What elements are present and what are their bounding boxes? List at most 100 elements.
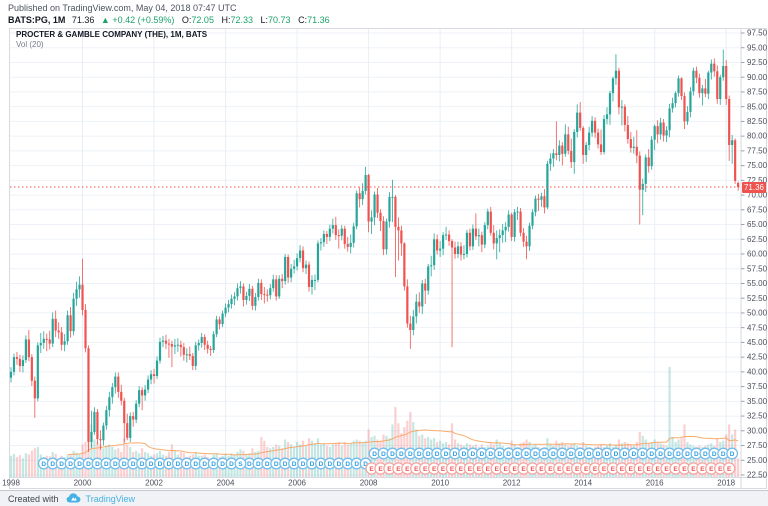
svg-text:75.00: 75.00 (747, 161, 768, 170)
close-value: 71.36 (307, 15, 330, 25)
svg-text:55.00: 55.00 (747, 279, 768, 288)
svg-text:80.00: 80.00 (747, 132, 768, 141)
svg-text:D: D (462, 451, 467, 458)
svg-text:D: D (149, 461, 154, 468)
published-timestamp: Published on TradingView.com, May 04, 20… (8, 3, 237, 13)
svg-text:D: D (184, 461, 189, 468)
svg-text:30.00: 30.00 (747, 426, 768, 435)
svg-text:37.50: 37.50 (747, 382, 768, 391)
footer-bar: Created with TradingView (0, 490, 768, 506)
svg-text:40.00: 40.00 (747, 367, 768, 376)
svg-text:D: D (408, 451, 413, 458)
up-arrow-icon: ▲ (100, 15, 110, 25)
svg-text:97.50: 97.50 (747, 29, 768, 38)
svg-text:47.50: 47.50 (747, 323, 768, 332)
svg-text:E: E (423, 466, 428, 473)
time-axis: 1998 2000 2002 2004 2006 2008 2010 2012 2014 2016… (2, 479, 736, 488)
svg-text:95.00: 95.00 (747, 43, 768, 52)
svg-text:D: D (569, 451, 574, 458)
svg-text:D: D (551, 451, 556, 458)
svg-text:E: E (709, 466, 714, 473)
svg-text:D: D (122, 461, 127, 468)
svg-text:E: E (682, 466, 687, 473)
svg-text:D: D (354, 461, 359, 468)
price-axis: 97.50 95.00 92.50 90.00 87.50 85.00 82.50 80.00… (741, 29, 768, 480)
svg-text:2012: 2012 (503, 479, 521, 488)
svg-text:E: E (655, 466, 660, 473)
svg-text:E: E (405, 466, 410, 473)
svg-text:D: D (605, 451, 610, 458)
svg-text:E: E (396, 466, 401, 473)
high-label: H: (221, 15, 231, 25)
svg-text:E: E (575, 466, 580, 473)
svg-text:2008: 2008 (360, 479, 378, 488)
open-value: 72.05 (191, 15, 214, 25)
svg-text:32.50: 32.50 (747, 412, 768, 421)
svg-text:2000: 2000 (74, 479, 92, 488)
svg-text:E: E (638, 466, 643, 473)
svg-text:D: D (158, 461, 163, 468)
svg-text:E: E (414, 466, 419, 473)
tradingview-brand-link[interactable]: TradingView (85, 493, 136, 504)
svg-text:60.00: 60.00 (747, 250, 768, 259)
svg-text:D: D (524, 451, 529, 458)
svg-text:1998: 1998 (2, 479, 20, 488)
symbol-name: BATS:PG, 1M (8, 15, 66, 25)
legend-symbol-title: PROCTER & GAMBLE COMPANY (THE), 1M, BATS (16, 30, 208, 39)
svg-text:E: E (378, 466, 383, 473)
svg-text:E: E (459, 466, 464, 473)
svg-text:2002: 2002 (145, 479, 163, 488)
event-markers-layer: D D D D D D D D D D D D D D D D D D D D D D D D D D D D D D D D D D D DD D D D… (37, 447, 739, 475)
close-label: C: (298, 15, 308, 25)
low-label: L: (260, 15, 269, 25)
svg-text:D: D (381, 451, 386, 458)
svg-text:D: D (167, 461, 172, 468)
svg-text:D: D (444, 451, 449, 458)
earnings-marker (722, 462, 736, 475)
svg-text:2014: 2014 (574, 479, 592, 488)
svg-text:E: E (584, 466, 589, 473)
svg-text:D: D (247, 461, 252, 468)
svg-text:E: E (727, 466, 732, 473)
svg-text:D: D (176, 461, 181, 468)
svg-text:E: E (504, 466, 509, 473)
svg-text:E: E (673, 466, 678, 473)
svg-text:E: E (441, 466, 446, 473)
svg-text:E: E (620, 466, 625, 473)
svg-text:E: E (539, 466, 544, 473)
svg-text:D: D (658, 451, 663, 458)
svg-text:E: E (629, 466, 634, 473)
svg-text:D: D (578, 451, 583, 458)
svg-text:D: D (193, 461, 198, 468)
svg-text:E: E (387, 466, 392, 473)
price-change: +0.42 (+0.59%) (112, 15, 175, 25)
svg-text:42.50: 42.50 (747, 353, 768, 362)
svg-text:D: D (283, 461, 288, 468)
open-label: O: (181, 15, 192, 25)
svg-text:2010: 2010 (431, 479, 449, 488)
split-marker (234, 457, 247, 470)
svg-text:D: D (59, 461, 64, 468)
svg-text:35.00: 35.00 (747, 397, 768, 406)
svg-text:E: E (664, 466, 669, 473)
svg-text:D: D (202, 461, 207, 468)
svg-text:22.50: 22.50 (747, 471, 768, 480)
svg-text:D: D (77, 461, 82, 468)
svg-text:65.00: 65.00 (747, 220, 768, 229)
svg-text:D: D (319, 461, 324, 468)
svg-text:D: D (614, 451, 619, 458)
svg-text:62.50: 62.50 (747, 235, 768, 244)
svg-text:D: D (113, 461, 118, 468)
svg-text:S: S (238, 461, 243, 468)
svg-text:D: D (95, 461, 100, 468)
svg-text:67.50: 67.50 (747, 205, 768, 214)
svg-text:D: D (631, 451, 636, 458)
svg-text:D: D (292, 461, 297, 468)
low-value: 70.73 (268, 15, 291, 25)
svg-text:D: D (560, 451, 565, 458)
svg-text:D: D (220, 461, 225, 468)
current-price-axis-label: 71.36 (742, 181, 766, 193)
svg-text:D: D (453, 451, 458, 458)
svg-text:70.00: 70.00 (747, 191, 768, 200)
svg-text:D: D (676, 451, 681, 458)
